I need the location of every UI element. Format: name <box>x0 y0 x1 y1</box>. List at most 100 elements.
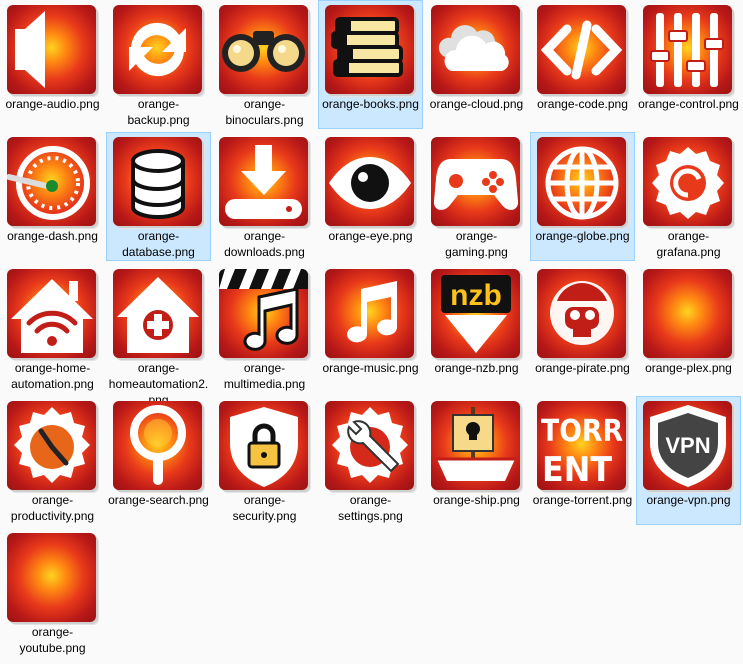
file-name-label: orange-settings.png <box>338 493 403 523</box>
nzb-icon: nzb <box>431 269 520 358</box>
file-item[interactable]: orange-search.png <box>106 396 211 525</box>
file-item[interactable]: orange-plex.png <box>636 264 741 393</box>
file-item[interactable]: orange-audio.png <box>0 0 105 129</box>
file-thumbnail <box>219 5 311 97</box>
music-note-icon <box>325 269 414 358</box>
file-item[interactable]: orange-pirate.png <box>530 264 635 393</box>
file-name-label: orange-vpn.png <box>646 493 731 507</box>
file-item[interactable]: orange-home-automation.png <box>0 264 105 393</box>
file-item[interactable]: TORR ENT orange-torrent.png <box>530 396 635 525</box>
file-thumbnail: VPN <box>643 401 735 493</box>
file-thumbnail <box>431 401 523 493</box>
file-thumbnail <box>643 269 735 361</box>
file-item[interactable]: nzb orange-nzb.png <box>424 264 529 393</box>
file-item[interactable]: orange-globe.png <box>530 132 635 261</box>
file-item[interactable]: orange-dash.png <box>0 132 105 261</box>
file-name-label: orange-nzb.png <box>434 361 519 375</box>
file-name-label: orange-books.png <box>322 97 419 111</box>
file-item[interactable]: orange-backup.png <box>106 0 211 129</box>
database-icon <box>113 137 202 226</box>
home-wifi-icon <box>7 269 96 358</box>
file-name-label: orange-downloads.png <box>224 229 305 259</box>
file-name-label: orange-backup.png <box>127 97 190 127</box>
file-name-label: orange-productivity.png <box>10 493 95 523</box>
file-thumbnail <box>325 401 417 493</box>
file-name-label: orange-grafana.png <box>656 229 721 259</box>
file-item[interactable]: orange-ship.png <box>424 396 529 525</box>
file-thumbnail <box>325 5 417 97</box>
file-thumbnail <box>7 269 99 361</box>
file-name-label: orange-security.png <box>232 493 297 523</box>
file-thumbnail <box>113 401 205 493</box>
file-item[interactable]: VPN orange-vpn.png <box>636 396 741 525</box>
file-thumbnail <box>325 137 417 229</box>
speaker-icon <box>7 5 96 94</box>
file-name-label: orange-eye.png <box>328 229 413 243</box>
gear-wrench-icon <box>325 401 414 490</box>
file-item[interactable]: orange-productivity.png <box>0 396 105 525</box>
file-name-label: orange-pirate.png <box>535 361 630 375</box>
file-item[interactable]: orange-homeautomation2.png <box>106 264 211 407</box>
gamepad-icon <box>431 137 520 226</box>
file-name-label: orange-homeautomation2.png <box>108 361 209 407</box>
file-thumbnail <box>431 137 523 229</box>
file-name-label: orange-database.png <box>122 229 195 259</box>
file-thumbnail <box>431 5 523 97</box>
file-thumbnail <box>219 401 311 493</box>
file-item[interactable]: orange-gaming.png <box>424 132 529 261</box>
file-name-label: orange-home-automation.png <box>11 361 94 391</box>
file-name-label: orange-audio.png <box>5 97 100 111</box>
file-item[interactable]: orange-books.png <box>318 0 423 129</box>
file-name-label: orange-search.png <box>108 493 209 507</box>
globe-icon <box>537 137 626 226</box>
file-item[interactable]: orange-multimedia.png <box>212 264 317 393</box>
file-item[interactable]: orange-grafana.png <box>636 132 741 261</box>
books-icon <box>325 5 414 94</box>
file-item[interactable]: orange-eye.png <box>318 132 423 261</box>
file-thumbnail <box>219 269 311 361</box>
file-thumbnail <box>7 5 99 97</box>
file-name-label: orange-code.png <box>537 97 628 111</box>
file-name-label: orange-multimedia.png <box>223 361 306 391</box>
download-icon <box>219 137 308 226</box>
file-name-label: orange-dash.png <box>7 229 98 243</box>
file-name-label: orange-plex.png <box>645 361 732 375</box>
clapper-note-icon <box>219 269 308 358</box>
binoculars-icon <box>219 5 308 94</box>
file-thumbnail <box>113 5 205 97</box>
file-name-label: orange-ship.png <box>433 493 520 507</box>
shield-lock-icon <box>219 401 308 490</box>
file-item[interactable]: orange-cloud.png <box>424 0 529 129</box>
svg-text:TORR: TORR <box>541 414 623 449</box>
file-name-label: orange-music.png <box>322 361 419 375</box>
file-item[interactable]: orange-control.png <box>636 0 741 129</box>
file-name-label: orange-cloud.png <box>429 97 524 111</box>
blank-icon <box>643 269 732 358</box>
file-thumbnail <box>537 137 629 229</box>
file-name-label: orange-torrent.png <box>532 493 633 507</box>
file-item[interactable]: orange-security.png <box>212 396 317 525</box>
file-item[interactable]: orange-youtube.png <box>0 528 105 657</box>
file-item[interactable]: orange-music.png <box>318 264 423 393</box>
svg-text:VPN: VPN <box>665 433 710 458</box>
file-item[interactable]: orange-database.png <box>106 132 211 261</box>
file-thumbnail <box>219 137 311 229</box>
grafana-icon <box>643 137 732 226</box>
file-item[interactable]: orange-downloads.png <box>212 132 317 261</box>
file-item[interactable]: orange-settings.png <box>318 396 423 525</box>
svg-text:ENT: ENT <box>542 450 613 490</box>
torrent-icon: TORR ENT <box>537 401 626 490</box>
file-name-label: orange-gaming.png <box>445 229 508 259</box>
vpn-shield-icon: VPN <box>643 401 732 490</box>
file-thumbnail <box>643 137 735 229</box>
skull-icon <box>537 269 626 358</box>
eye-icon <box>325 137 414 226</box>
svg-text:nzb: nzb <box>450 279 502 312</box>
file-thumbnail <box>537 269 629 361</box>
file-thumbnail <box>325 269 417 361</box>
file-thumbnail <box>7 137 99 229</box>
file-thumbnail <box>113 137 205 229</box>
file-item[interactable]: orange-binoculars.png <box>212 0 317 129</box>
file-thumbnail: TORR ENT <box>537 401 629 493</box>
file-item[interactable]: orange-code.png <box>530 0 635 129</box>
